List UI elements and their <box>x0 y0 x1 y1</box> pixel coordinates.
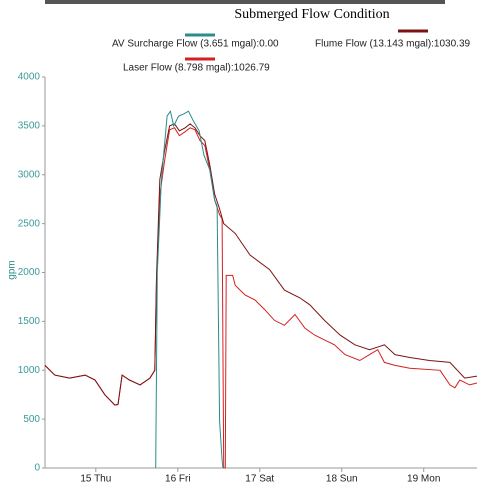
legend-label: Flume Flow (13.143 mgal):1030.39 <box>315 39 471 50</box>
y-tick-label: 1000 <box>18 365 41 376</box>
x-tick-label: 16 Fri <box>165 474 191 485</box>
y-tick-label: 500 <box>23 414 40 425</box>
x-tick-label: 18 Sun <box>326 474 358 485</box>
chart-title: Submerged Flow Condition <box>234 7 389 22</box>
y-tick-label: 2500 <box>18 218 41 229</box>
x-tick-label: 17 Sat <box>245 474 274 485</box>
series-line <box>155 109 224 469</box>
y-tick-label: 2000 <box>18 267 41 278</box>
x-tick-label: 15 Thu <box>80 474 111 485</box>
y-tick-label: 1500 <box>18 316 41 327</box>
x-tick-label: 19 Mon <box>407 474 440 485</box>
y-axis-label: gpm <box>7 260 18 279</box>
legend-label: AV Surcharge Flow (3.651 mgal):0.00 <box>112 39 279 50</box>
top-strip <box>45 0 445 4</box>
y-tick-label: 0 <box>34 463 40 474</box>
legend-label: Laser Flow (8.798 mgal):1026.79 <box>123 63 270 74</box>
y-tick-label: 3500 <box>18 121 41 132</box>
y-tick-label: 3000 <box>18 169 41 180</box>
y-tick-label: 4000 <box>18 72 41 83</box>
